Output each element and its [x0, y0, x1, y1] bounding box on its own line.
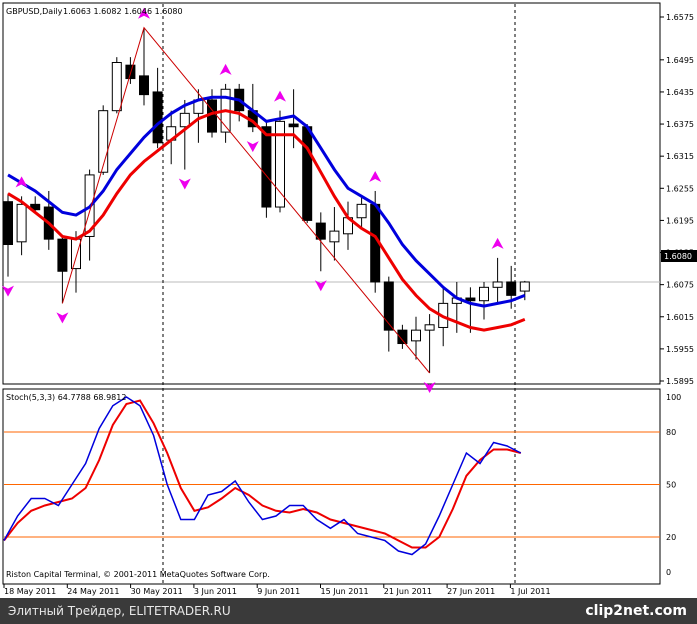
bear-candle [506, 281, 517, 296]
bull-candle [179, 112, 190, 128]
fractal-down-arrow [246, 141, 259, 153]
bull-candle [98, 110, 109, 173]
bear-candle [261, 126, 272, 208]
zigzag-line [61, 26, 430, 374]
bear-candle [3, 201, 13, 245]
bull-candle [71, 238, 81, 270]
date-label: 24 May 2011 [67, 587, 119, 596]
fractal-up-arrow [219, 63, 232, 75]
price-tick-label: 1.6075 [666, 281, 694, 290]
bear-candle [465, 297, 476, 302]
stoch-tick-label: 0 [666, 568, 671, 577]
stoch-title: Stoch(5,3,3) 64.7788 68.9812 [6, 393, 126, 402]
fractal-up-arrow [15, 176, 28, 188]
bull-candle [275, 120, 285, 208]
stoch-tick-label: 100 [666, 393, 681, 402]
stoch-main-line [3, 396, 522, 556]
price-tick-label: 1.6435 [666, 88, 694, 97]
bear-candle [302, 126, 313, 221]
bear-candle [125, 64, 136, 80]
price-tick-label: 1.6375 [666, 120, 694, 129]
bull-candle [479, 286, 489, 302]
fractal-down-arrow [178, 178, 191, 190]
bull-candle [329, 230, 340, 243]
bull-candle [492, 281, 503, 288]
stoch-signal-line [3, 399, 522, 549]
stoch-panel-frame [2, 388, 661, 585]
price-tick-label: 1.5955 [666, 345, 694, 354]
fractal-up-arrow [491, 237, 504, 249]
fractal-down-arrow [2, 285, 14, 297]
stochastic-layer [3, 396, 660, 556]
date-label: 3 Jun 2011 [194, 587, 237, 596]
footer-site-label: Элитный Трейдер, ELITETRADER.RU [8, 604, 231, 618]
date-label: 1 Jul 2011 [510, 587, 550, 596]
date-label: 15 Jun 2011 [321, 587, 369, 596]
bear-candle [57, 238, 68, 272]
fractal-up-arrow [138, 7, 150, 19]
footer-watermark: clip2net.com [585, 603, 687, 619]
date-label: 30 May 2011 [131, 587, 183, 596]
ma-red-line [7, 109, 526, 332]
bear-candle [397, 329, 408, 345]
bear-candle [315, 222, 326, 240]
price-tick-label: 1.6015 [666, 313, 694, 322]
bull-candle [519, 281, 530, 292]
bear-candle [139, 75, 149, 96]
main-title: GBPUSD,Daily [6, 7, 63, 16]
stoch-tick-label: 50 [666, 481, 676, 490]
fractal-down-arrow [56, 312, 69, 324]
bear-candle [152, 91, 163, 144]
bull-candle [411, 329, 421, 342]
price-box-bg [661, 250, 697, 262]
fractal-down-arrow [423, 381, 436, 393]
fractal-down-arrow [314, 280, 327, 292]
price-tick-label: 1.6495 [666, 56, 694, 65]
price-tick-label: 1.6575 [666, 13, 694, 22]
main-price-layer [2, 4, 660, 583]
ma-blue-line [7, 95, 526, 308]
price-tick-label: 1.6195 [666, 216, 694, 225]
bear-candle [288, 123, 299, 128]
copyright: Riston Capital Terminal, © 2001-2011 Met… [6, 570, 270, 579]
date-label: 27 Jun 2011 [447, 587, 495, 596]
main-ohlc: 1.6063 1.6082 1.6046 1.6080 [63, 7, 183, 16]
fractal-up-arrow [274, 90, 286, 102]
fractal-up-arrow [369, 170, 382, 182]
date-label: 18 May 2011 [4, 587, 56, 596]
date-label: 9 Jun 2011 [257, 587, 300, 596]
bull-candle [16, 203, 27, 243]
stoch-tick-label: 80 [666, 428, 676, 437]
price-tick-label: 1.6315 [666, 152, 694, 161]
price-tick-label: 1.6255 [666, 184, 694, 193]
bull-candle [424, 324, 435, 331]
bear-candle [383, 281, 394, 331]
date-label: 21 Jun 2011 [384, 587, 432, 596]
chart-area: 1.6575 1.6495 1.6435 1.6375 1.6315 1.6255 1.61… [2, 2, 697, 596]
bull-candle [111, 62, 122, 112]
price-tick-label: 1.5895 [666, 377, 694, 386]
stoch-tick-label: 20 [666, 533, 676, 542]
bull-candle [356, 203, 367, 219]
price-box: 1.6080 [664, 252, 692, 261]
footer-bar: Элитный Трейдер, ELITETRADER.RU clip2net… [0, 598, 697, 624]
